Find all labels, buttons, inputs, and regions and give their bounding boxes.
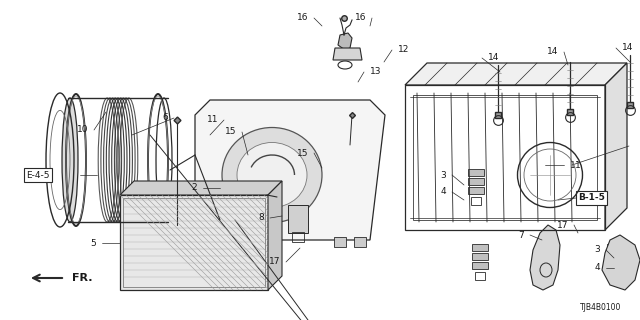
Bar [468, 178, 484, 185]
Polygon shape [338, 33, 352, 50]
Bar [471, 197, 481, 205]
Bar [288, 205, 308, 233]
Text: 4: 4 [440, 188, 446, 196]
Text: 1: 1 [570, 161, 576, 170]
Text: 7: 7 [518, 230, 524, 239]
Bar [607, 244, 623, 251]
Polygon shape [195, 100, 385, 240]
Bar [354, 237, 366, 247]
Text: 14: 14 [547, 47, 558, 57]
Text: 16: 16 [296, 13, 308, 22]
Text: 1: 1 [575, 161, 580, 170]
Bar [199, 237, 211, 247]
Ellipse shape [222, 127, 322, 222]
Text: 13: 13 [370, 68, 381, 76]
Text: 2: 2 [191, 183, 197, 193]
Text: 12: 12 [398, 45, 410, 54]
Text: FR.: FR. [72, 273, 93, 283]
Bar [472, 253, 488, 260]
Text: 11: 11 [207, 116, 218, 124]
Text: 14: 14 [488, 53, 499, 62]
Bar [607, 262, 623, 269]
Text: 16: 16 [355, 13, 366, 22]
Bar [610, 272, 620, 280]
Text: E-4-5: E-4-5 [26, 171, 49, 180]
Text: 15: 15 [296, 148, 308, 157]
Bar [472, 262, 488, 269]
Bar [334, 237, 346, 247]
Bar [120, 195, 268, 290]
Bar [607, 253, 623, 260]
Polygon shape [405, 63, 627, 85]
Text: 17: 17 [557, 220, 568, 229]
Ellipse shape [62, 98, 78, 222]
Text: TJB4B0100: TJB4B0100 [580, 303, 621, 312]
Bar [475, 272, 485, 280]
Text: 8: 8 [259, 213, 264, 222]
Bar [123, 198, 265, 287]
Polygon shape [605, 63, 627, 230]
Bar [472, 244, 488, 251]
Text: B-1-5: B-1-5 [578, 194, 605, 203]
Text: 3: 3 [595, 245, 600, 254]
Polygon shape [530, 225, 560, 290]
Text: 3: 3 [440, 171, 446, 180]
Polygon shape [268, 181, 282, 290]
Text: 4: 4 [595, 263, 600, 273]
Bar [219, 237, 231, 247]
Bar [292, 232, 304, 242]
Text: 17: 17 [269, 258, 280, 267]
Text: 6: 6 [163, 114, 168, 123]
Polygon shape [120, 181, 282, 195]
Text: 14: 14 [622, 44, 634, 52]
Text: 5: 5 [90, 238, 96, 247]
Bar [468, 187, 484, 194]
Text: 15: 15 [225, 127, 236, 137]
Ellipse shape [237, 142, 307, 207]
Bar [468, 169, 484, 176]
Polygon shape [602, 235, 640, 290]
Polygon shape [333, 48, 362, 60]
Text: 10: 10 [77, 125, 88, 134]
